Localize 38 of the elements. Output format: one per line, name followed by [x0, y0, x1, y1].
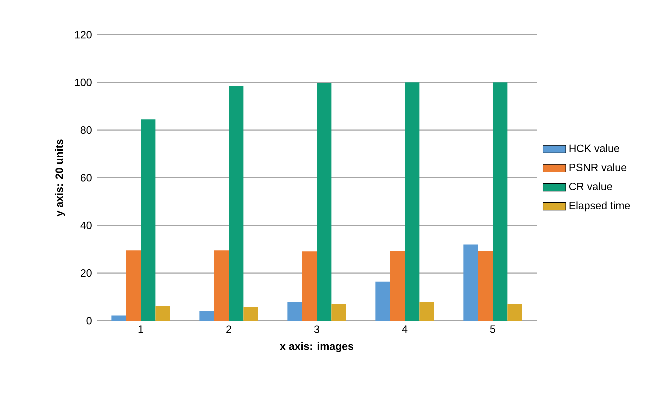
x-axis-title: x axis: images: [280, 342, 354, 352]
legend-label: Elapsed time: [570, 202, 630, 212]
x-tick-label: 1: [138, 326, 144, 334]
x-tick-label: 5: [490, 326, 496, 334]
bar: [200, 311, 214, 321]
bar: [126, 250, 142, 321]
bar: [244, 307, 258, 321]
bar: [464, 244, 478, 321]
y-tick-label: 100: [75, 78, 92, 86]
legend-label: HCK value: [570, 144, 620, 152]
legend-label: PSNR value: [570, 164, 627, 172]
bar: [288, 302, 302, 321]
x-tick-label: 4: [402, 326, 408, 334]
bar: [141, 120, 156, 321]
y-tick-label: 80: [80, 126, 92, 134]
bar: [156, 306, 170, 321]
y-tick-label: 0: [86, 317, 92, 325]
bar: [214, 250, 230, 321]
y-axis-title: y axis: 20 units: [55, 140, 66, 217]
bar: [376, 282, 390, 321]
y-tick-label: 60: [80, 174, 92, 182]
bar: [405, 82, 420, 321]
bar: [302, 252, 318, 321]
bar: [478, 251, 493, 321]
bar: [317, 83, 332, 321]
legend-label: CR value: [570, 182, 612, 190]
bar: [390, 251, 405, 321]
y-tick-label: 20: [80, 270, 92, 278]
bar: [229, 86, 244, 321]
y-tick-label: 120: [75, 31, 92, 39]
x-tick-label: 3: [314, 326, 320, 334]
bar: [508, 304, 522, 321]
bar: [332, 304, 346, 321]
bar: [112, 316, 126, 321]
y-tick-label: 40: [80, 222, 92, 230]
bar: [420, 302, 434, 321]
x-tick-label: 2: [226, 326, 232, 334]
bar: [492, 82, 508, 321]
